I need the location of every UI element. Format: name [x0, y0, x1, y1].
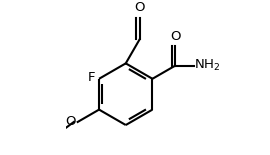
Text: O: O — [134, 1, 145, 14]
Text: O: O — [66, 115, 76, 128]
Text: NH$_2$: NH$_2$ — [194, 58, 221, 73]
Text: O: O — [170, 30, 180, 43]
Text: F: F — [88, 71, 95, 84]
